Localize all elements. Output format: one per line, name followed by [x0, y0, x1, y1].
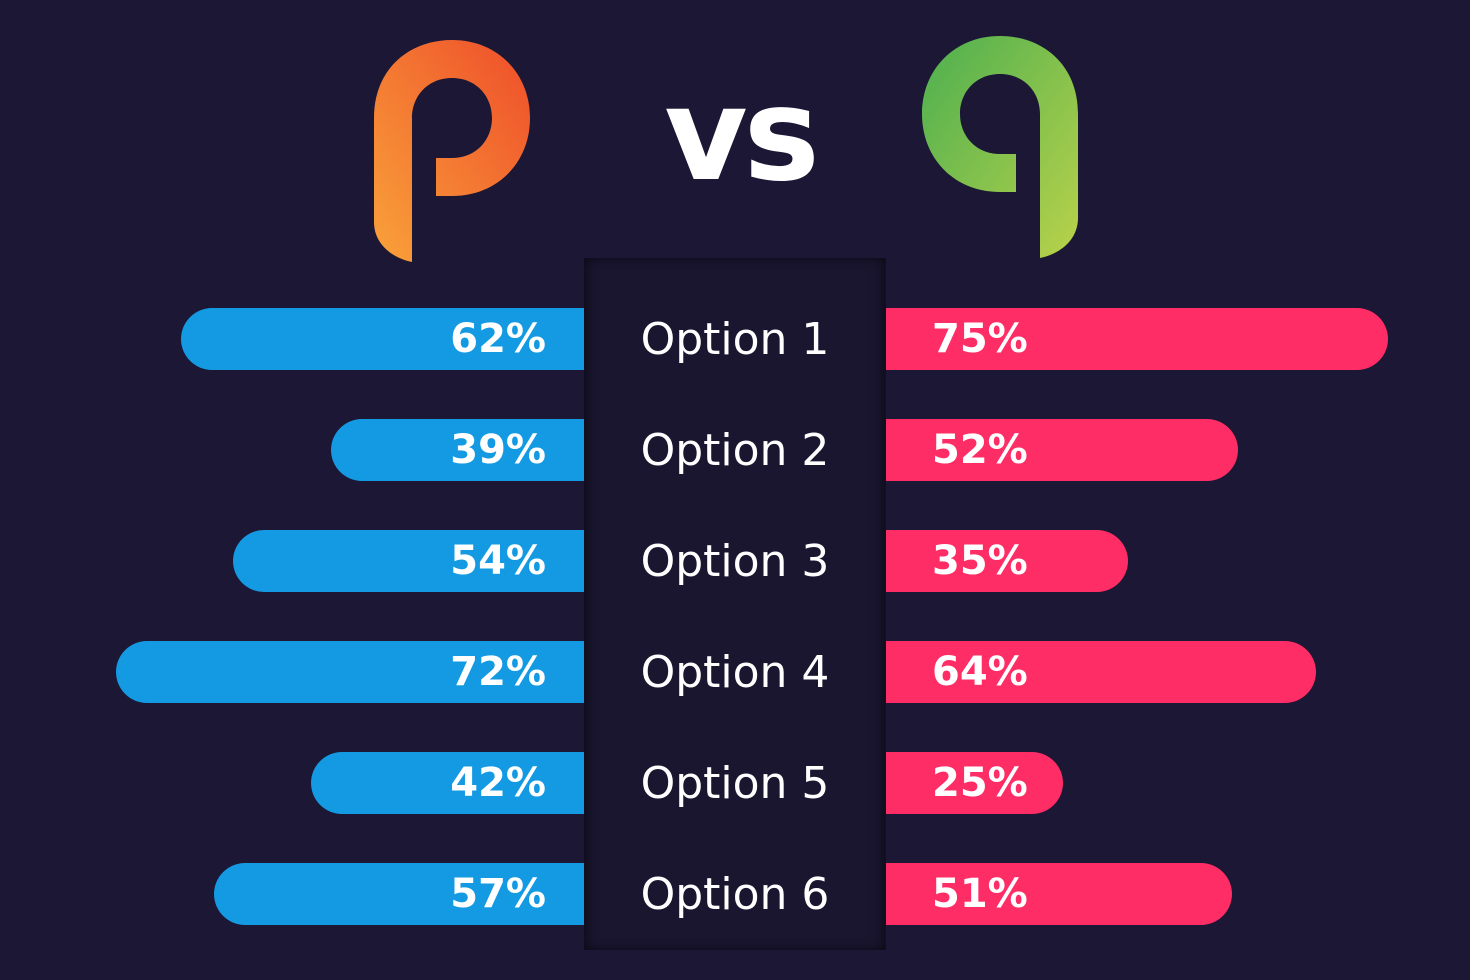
right-bar-value: 35% — [932, 538, 1028, 584]
left-bar: 62% — [181, 308, 584, 370]
option-label: Option 1 — [640, 313, 830, 365]
left-bar: 42% — [311, 752, 584, 814]
left-bar: 39% — [330, 419, 584, 481]
option-label: Option 6 — [640, 868, 830, 920]
right-bar: 64% — [886, 641, 1316, 703]
right-bar: 52% — [886, 419, 1238, 481]
left-bar-value: 72% — [450, 649, 546, 695]
chart-row: 57% Option 6 51% — [0, 863, 1470, 925]
right-bar-value: 52% — [932, 427, 1028, 473]
right-bar-value: 25% — [932, 760, 1028, 806]
left-bar-value: 62% — [450, 316, 546, 362]
left-bar-value: 39% — [450, 427, 546, 473]
option-label: Option 2 — [640, 424, 830, 476]
chart-row: 42% Option 5 25% — [0, 752, 1470, 814]
right-bar: 35% — [886, 530, 1128, 592]
right-bar-value: 51% — [932, 871, 1028, 917]
left-bar-value: 42% — [450, 760, 546, 806]
left-bar: 72% — [116, 641, 584, 703]
p-logo-icon — [374, 40, 530, 262]
left-bar: 54% — [233, 530, 584, 592]
q-logo-icon — [922, 36, 1078, 258]
chart-row: 72% Option 4 64% — [0, 641, 1470, 703]
vs-label: vs — [664, 61, 820, 210]
left-bar-value: 57% — [450, 871, 546, 917]
right-bar: 25% — [886, 752, 1063, 814]
left-bar: 57% — [213, 863, 584, 925]
options-center-panel — [584, 258, 886, 950]
chart-row: 62% Option 1 75% — [0, 308, 1470, 370]
chart-row: 39% Option 2 52% — [0, 419, 1470, 481]
right-bar-value: 75% — [932, 316, 1028, 362]
option-label: Option 3 — [640, 535, 830, 587]
left-bar-value: 54% — [450, 538, 546, 584]
option-label: Option 5 — [640, 757, 830, 809]
chart-row: 54% Option 3 35% — [0, 530, 1470, 592]
right-bar: 51% — [886, 863, 1232, 925]
option-label: Option 4 — [640, 646, 830, 698]
right-bar: 75% — [886, 308, 1388, 370]
right-bar-value: 64% — [932, 649, 1028, 695]
